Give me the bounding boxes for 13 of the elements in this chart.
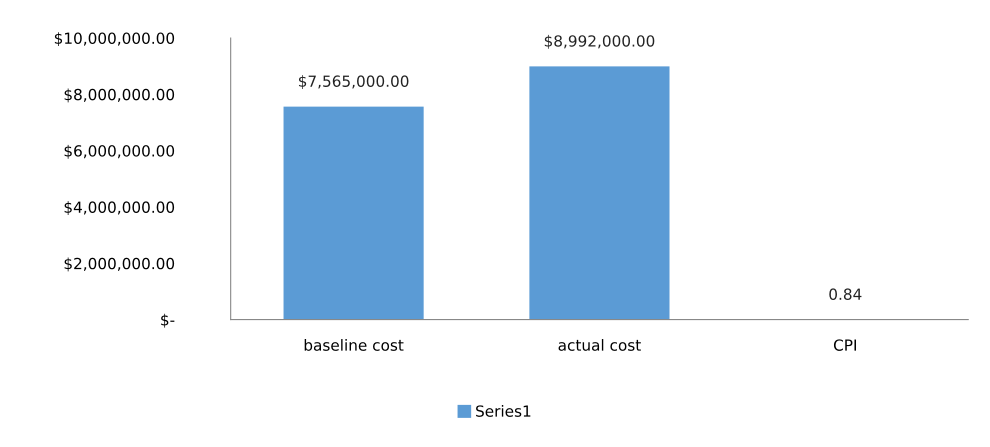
x-tick-label: CPI [834,339,856,351]
y-tick-label: $2,000,000.00 [64,257,174,272]
y-tick-label: $6,000,000.00 [64,144,174,159]
data-label: $7,565,000.00 [298,75,408,89]
y-tick-label: $- [161,314,174,328]
data-label: 0.84 [829,288,862,300]
x-tick-label: baseline cost [304,339,404,351]
y-tick-label: $10,000,000.00 [54,32,174,46]
x-tick-label: actual cost [558,339,641,351]
data-label: $8,992,000.00 [544,34,654,49]
y-tick-label: $8,000,000.00 [64,88,174,102]
legend-label: Series1 [476,405,530,417]
y-tick-label: $4,000,000.00 [64,201,174,216]
